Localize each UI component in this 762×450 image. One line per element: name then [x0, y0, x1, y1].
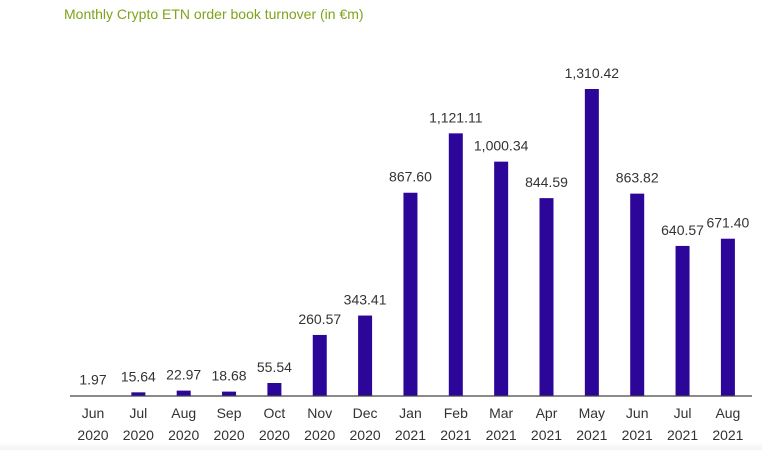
x-tick-label-year: 2020 — [168, 427, 199, 443]
x-tick-label-month: Apr — [536, 405, 558, 421]
data-label: 1.97 — [79, 372, 106, 388]
data-label: 343.41 — [344, 292, 387, 308]
bar — [675, 245, 690, 396]
x-tick-label-year: 2021 — [486, 427, 517, 443]
x-tick-label-month: Dec — [353, 405, 378, 421]
x-tick-label-year: 2021 — [440, 427, 471, 443]
x-tick-label-month: Jan — [399, 405, 422, 421]
x-tick-label-month: Sep — [217, 405, 242, 421]
data-label: 260.57 — [298, 311, 341, 327]
bar — [584, 89, 599, 396]
bar — [539, 198, 554, 396]
x-tick-label-year: 2021 — [622, 427, 653, 443]
x-tick-label-month: May — [579, 405, 605, 421]
data-label: 671.40 — [706, 215, 749, 231]
bottom-shadow — [0, 442, 762, 450]
bar — [630, 193, 645, 396]
bar — [312, 334, 327, 396]
bar — [176, 390, 191, 396]
x-tick-label-year: 2021 — [576, 427, 607, 443]
bar — [720, 238, 735, 396]
data-label: 55.54 — [257, 359, 292, 375]
x-tick-label-month: Jul — [129, 405, 147, 421]
x-tick-label-year: 2021 — [712, 427, 743, 443]
x-tick-label-month: Jul — [674, 405, 692, 421]
data-label: 1,310.42 — [565, 65, 620, 81]
x-tick-label-year: 2020 — [350, 427, 381, 443]
data-label: 844.59 — [525, 174, 568, 190]
x-tick-label-month: Aug — [171, 405, 196, 421]
bar — [222, 391, 237, 396]
data-label: 1,121.11 — [429, 109, 483, 125]
x-tick-label-month: Oct — [264, 405, 286, 421]
bar — [403, 192, 418, 396]
x-tick-label-year: 2021 — [667, 427, 698, 443]
x-tick-label-year: 2020 — [304, 427, 335, 443]
x-tick-label-month: Jun — [626, 405, 649, 421]
x-tick-label-year: 2020 — [123, 427, 154, 443]
bar — [131, 392, 146, 396]
x-tick-label-month: Nov — [307, 405, 332, 421]
bar — [358, 315, 373, 396]
data-label: 863.82 — [616, 170, 659, 186]
data-label: 867.60 — [389, 169, 432, 185]
x-tick-label-year: 2020 — [77, 427, 108, 443]
x-tick-label-year: 2021 — [531, 427, 562, 443]
x-tick-label-year: 2020 — [213, 427, 244, 443]
x-tick-label-month: Aug — [715, 405, 740, 421]
x-tick-label-year: 2021 — [395, 427, 426, 443]
data-label: 15.64 — [121, 368, 156, 384]
bar — [267, 382, 282, 396]
chart-title: Monthly Crypto ETN order book turnover (… — [64, 6, 364, 22]
data-label: 22.97 — [166, 367, 201, 383]
data-label: 18.68 — [212, 368, 247, 384]
bar — [494, 161, 509, 396]
x-tick-label-month: Feb — [444, 405, 468, 421]
bar — [448, 133, 463, 396]
x-tick-label-month: Mar — [489, 405, 513, 421]
x-tick-label-year: 2020 — [259, 427, 290, 443]
x-tick-label-month: Jun — [82, 405, 105, 421]
data-label: 640.57 — [661, 222, 704, 238]
data-label: 1,000.34 — [474, 138, 529, 154]
